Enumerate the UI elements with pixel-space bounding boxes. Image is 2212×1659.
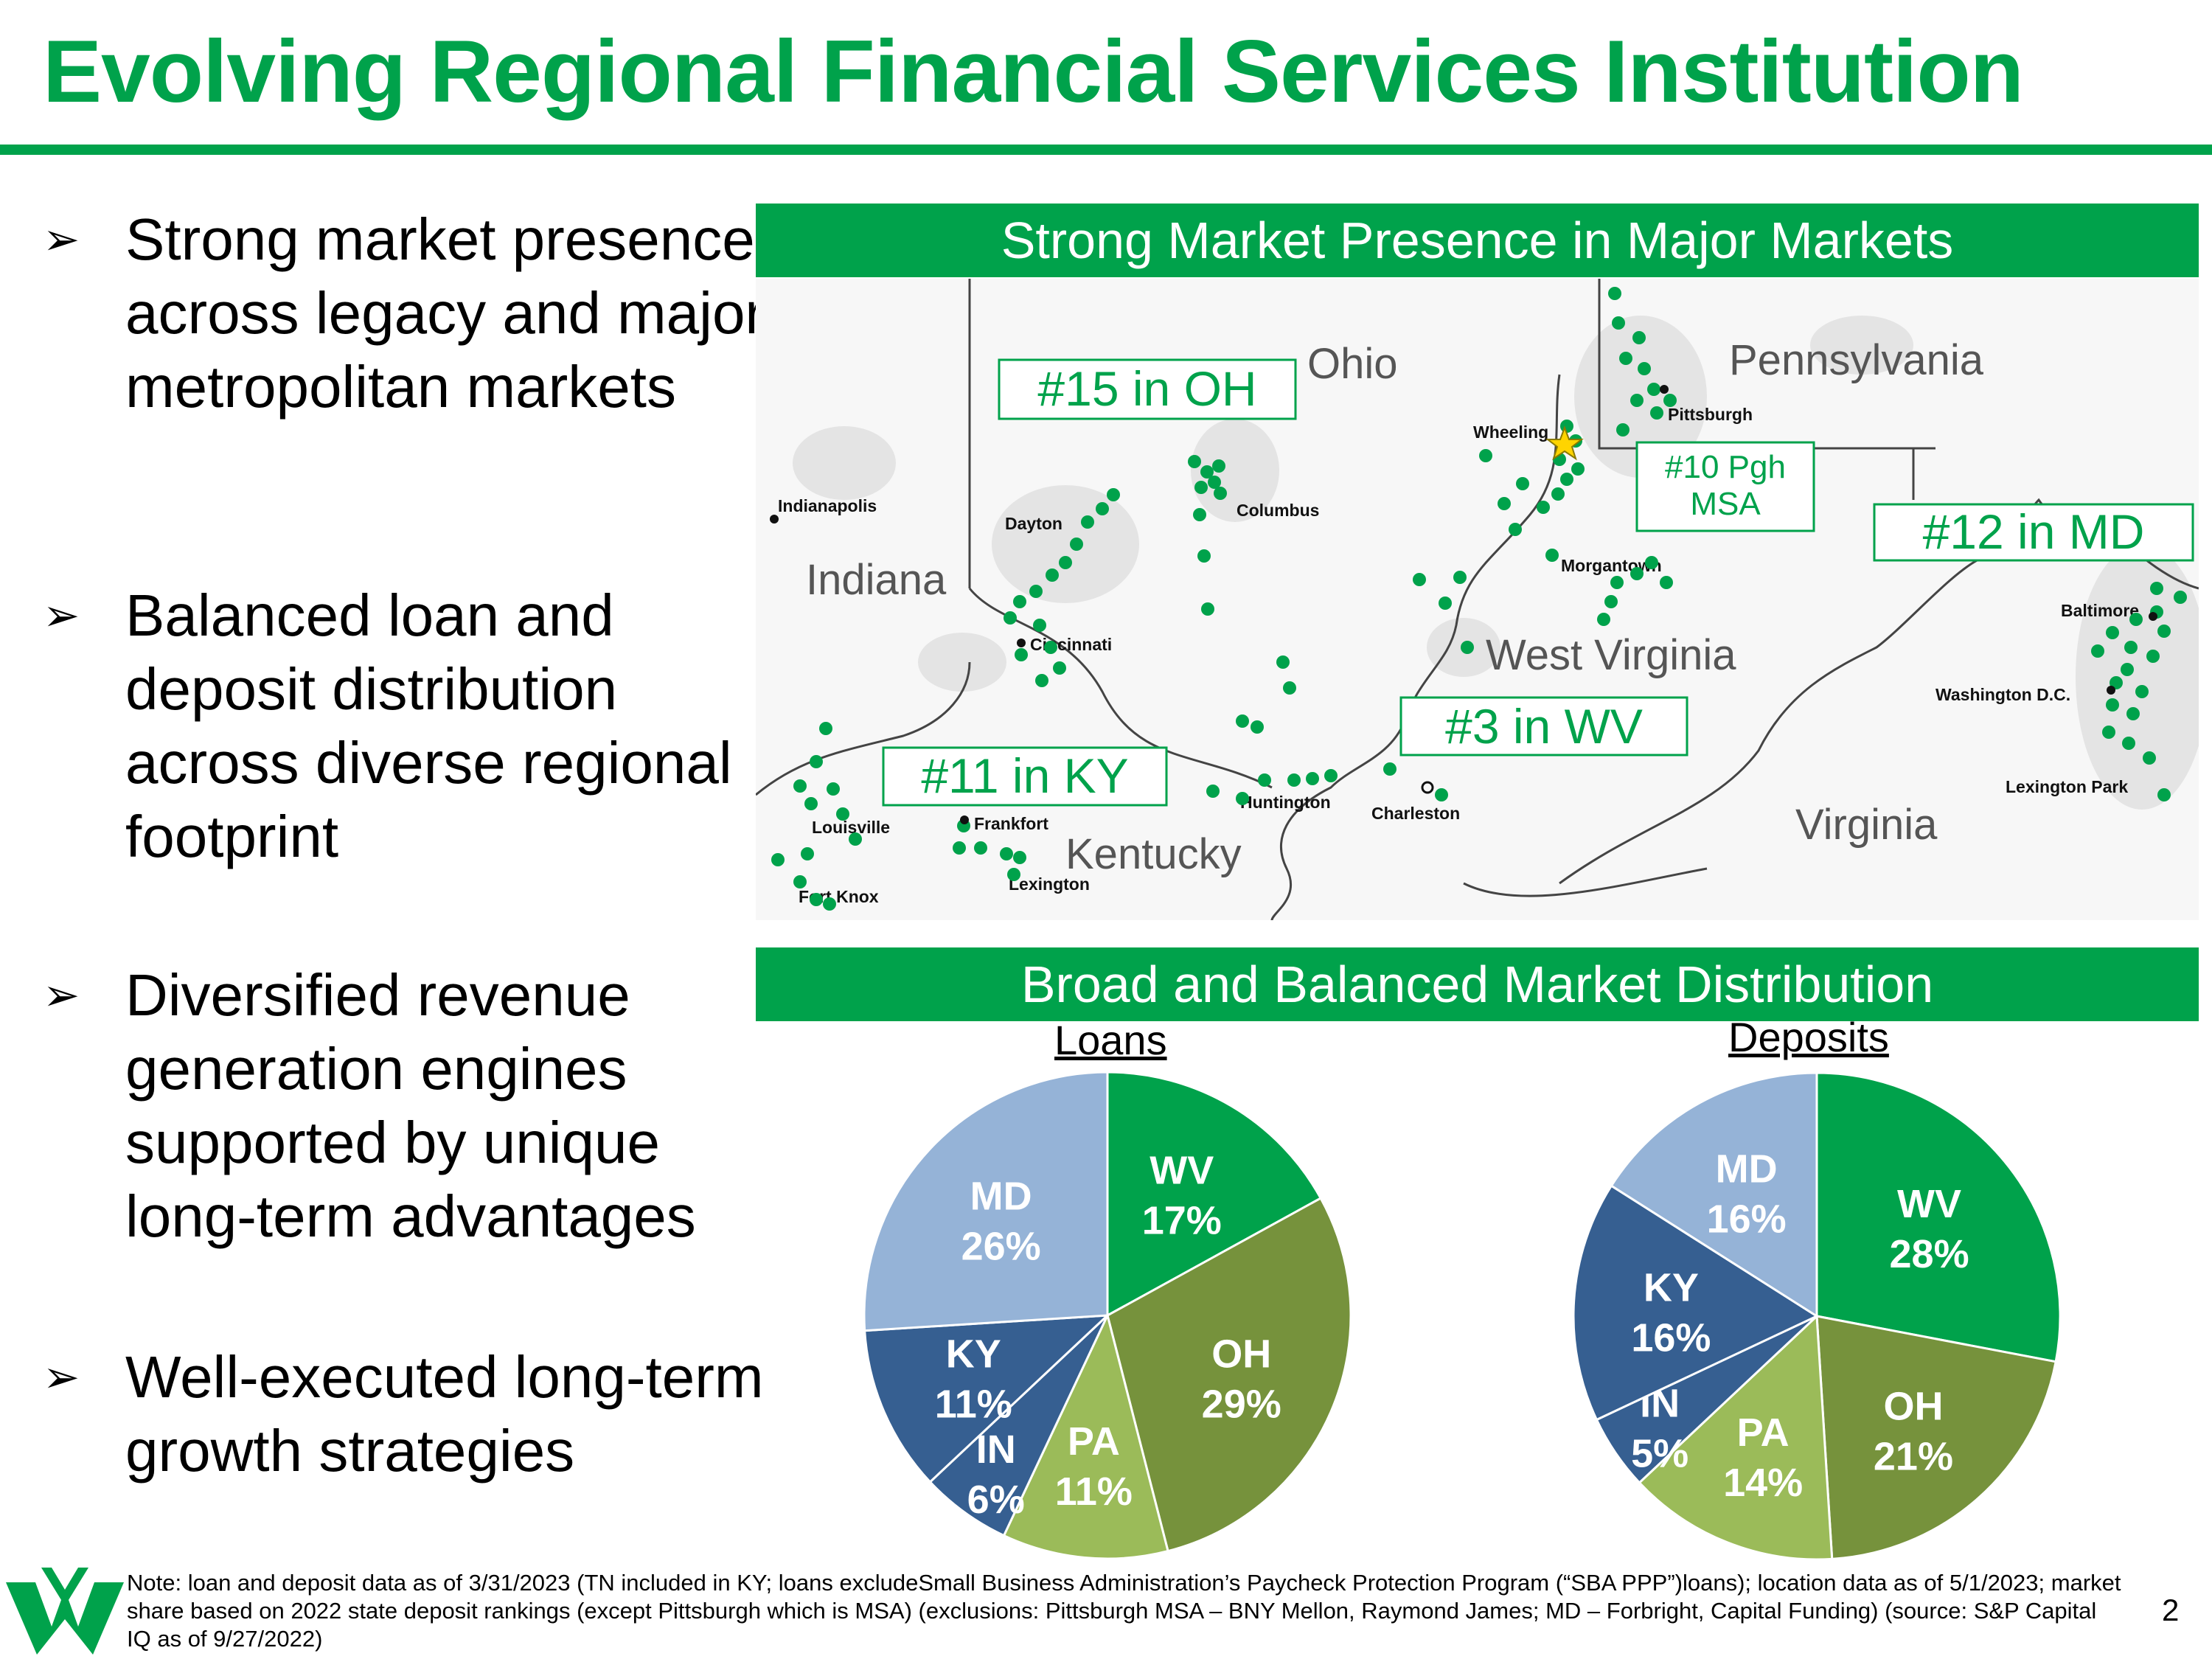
city-label: Columbus bbox=[1237, 501, 1319, 520]
slice-category-label: IN bbox=[976, 1427, 1016, 1472]
ranking-pgh: #10 Pgh MSA bbox=[1665, 449, 1786, 522]
pie-slice-pa bbox=[1638, 1313, 1834, 1559]
slice-category-label: MD bbox=[1716, 1147, 1778, 1191]
slice-percent-label: 6% bbox=[967, 1478, 1025, 1522]
state-label: Virginia bbox=[1795, 801, 1938, 849]
arrow-bullet-icon: ➢ bbox=[43, 970, 80, 1020]
slice-percent-label: 5% bbox=[1631, 1432, 1688, 1476]
pie-slice-ky bbox=[1572, 1184, 1820, 1422]
slice-category-label: PA bbox=[1068, 1419, 1120, 1464]
slice-category-label: KY bbox=[946, 1332, 1001, 1377]
bullet-item: ➢ Balanced loan and deposit distribution… bbox=[43, 579, 751, 874]
distribution-banner: Broad and Balanced Market Distribution bbox=[756, 947, 2199, 1021]
city-label: Cincinnati bbox=[1030, 635, 1112, 654]
chart-title: Deposits bbox=[1728, 1014, 1889, 1060]
bullet-text: Balanced loan and deposit distribution a… bbox=[125, 582, 732, 869]
slice-category-label: KY bbox=[1644, 1266, 1699, 1310]
wesbanco-w-logo bbox=[6, 1568, 124, 1655]
bullet-item: ➢ Well-executed long-term growth strateg… bbox=[43, 1340, 764, 1503]
city-label: Baltimore bbox=[2061, 601, 2139, 620]
city-label: Morgantown bbox=[1561, 556, 1662, 575]
state-label: Pennsylvania bbox=[1729, 336, 1984, 384]
pie-slice-oh bbox=[1106, 1196, 1352, 1553]
ranking-oh: #15 in OH bbox=[1037, 361, 1256, 416]
state-label: Kentucky bbox=[1065, 830, 1242, 878]
slice-percent-label: 28% bbox=[1890, 1232, 1969, 1276]
slice-percent-label: 17% bbox=[1142, 1199, 1222, 1243]
pie-slice-pa bbox=[1002, 1312, 1169, 1560]
map-banner: Strong Market Presence in Major Markets bbox=[756, 204, 2199, 277]
bullet-item: ➢ Diversified revenue generation engines… bbox=[43, 959, 751, 1253]
slice-percent-label: 16% bbox=[1631, 1316, 1711, 1360]
bullet-text: Strong market presence across legacy and… bbox=[125, 206, 765, 420]
pie-slice-wv bbox=[1815, 1071, 2062, 1363]
city-label: Wheeling bbox=[1473, 422, 1548, 442]
slice-category-label: PA bbox=[1737, 1411, 1790, 1455]
ranking-box bbox=[998, 358, 1297, 420]
ranking-pgh-line: MSA bbox=[1690, 486, 1761, 522]
state-label: West Virginia bbox=[1486, 631, 1736, 679]
bullet-item: ➢ Strong market presence across legacy a… bbox=[43, 203, 765, 498]
arrow-bullet-icon: ➢ bbox=[43, 215, 80, 264]
city-label: Lexington bbox=[1009, 874, 1090, 894]
pie-slice-in bbox=[928, 1314, 1109, 1537]
ranking-ky: #11 in KY bbox=[921, 748, 1128, 803]
slice-category-label: MD bbox=[970, 1174, 1032, 1218]
slice-percent-label: 11% bbox=[935, 1382, 1012, 1427]
arrow-bullet-icon: ➢ bbox=[43, 1352, 80, 1402]
arrow-bullet-icon: ➢ bbox=[43, 591, 80, 640]
ranking-wv: #3 in WV bbox=[1445, 699, 1643, 754]
city-label: Dayton bbox=[1005, 514, 1062, 533]
pie-slice-wv bbox=[1106, 1071, 1323, 1318]
ranking-box bbox=[1873, 503, 2194, 562]
star-icon bbox=[1545, 425, 1584, 461]
page-title: Evolving Regional Financial Services Ins… bbox=[43, 22, 2024, 121]
slice-category-label: WV bbox=[1897, 1182, 1961, 1226]
bullet-text: Well-executed long-term growth strategie… bbox=[125, 1344, 764, 1484]
city-label: Charleston bbox=[1371, 804, 1460, 823]
market-map: Ohio Pennsylvania Indiana West Virginia … bbox=[756, 279, 2199, 920]
city-label: Indianapolis bbox=[778, 496, 877, 515]
slice-category-label: OH bbox=[1211, 1332, 1271, 1377]
slice-percent-label: 29% bbox=[1202, 1382, 1281, 1427]
footnote: Note: loan and deposit data as of 3/31/2… bbox=[127, 1570, 2121, 1652]
map-svg: Ohio Pennsylvania Indiana West Virginia … bbox=[756, 279, 2199, 920]
state-label: Indiana bbox=[806, 556, 947, 604]
slice-percent-label: 16% bbox=[1707, 1197, 1787, 1241]
pie-slice-md bbox=[1610, 1071, 1818, 1318]
ranking-box bbox=[1399, 696, 1688, 757]
title-divider bbox=[0, 145, 2212, 155]
bullet-text: Diversified revenue generation engines s… bbox=[125, 962, 696, 1249]
slice-category-label: WV bbox=[1150, 1149, 1214, 1193]
ranking-pgh-line: #10 Pgh bbox=[1665, 449, 1786, 485]
slice-percent-label: 14% bbox=[1723, 1461, 1803, 1505]
chart-title: Loans bbox=[1054, 1017, 1167, 1063]
loans-chart: Loans WV 17% OH 29% PA 11% IN 6% KY 11% MD 26% bbox=[848, 1017, 1364, 1563]
city-label: Huntington bbox=[1240, 793, 1331, 812]
city-label: Washington D.C. bbox=[1935, 685, 2070, 704]
city-label: Frankfort bbox=[974, 814, 1048, 833]
ranking-md: #12 in MD bbox=[1923, 504, 2145, 559]
slice-category-label: OH bbox=[1883, 1385, 1943, 1429]
ranking-box bbox=[1635, 441, 1815, 532]
slice-percent-label: 11% bbox=[1055, 1470, 1133, 1514]
pie-slice-md bbox=[863, 1071, 1109, 1332]
state-label: Ohio bbox=[1307, 340, 1398, 388]
city-label: Lexington Park bbox=[2006, 777, 2128, 796]
pie-slice-oh bbox=[1815, 1315, 2057, 1559]
slice-percent-label: 21% bbox=[1874, 1435, 1953, 1479]
city-label: Pittsburgh bbox=[1668, 405, 1753, 424]
page-number: 2 bbox=[2162, 1593, 2180, 1627]
city-label: Louisville bbox=[812, 818, 890, 837]
slice-percent-label: 26% bbox=[961, 1224, 1041, 1268]
pie-slice-ky bbox=[863, 1314, 1111, 1484]
ranking-box bbox=[882, 746, 1168, 807]
deposits-chart: Deposits WV 28% OH 21% PA 14% IN 5% KY 16% MD 16% bbox=[1548, 1013, 2065, 1559]
